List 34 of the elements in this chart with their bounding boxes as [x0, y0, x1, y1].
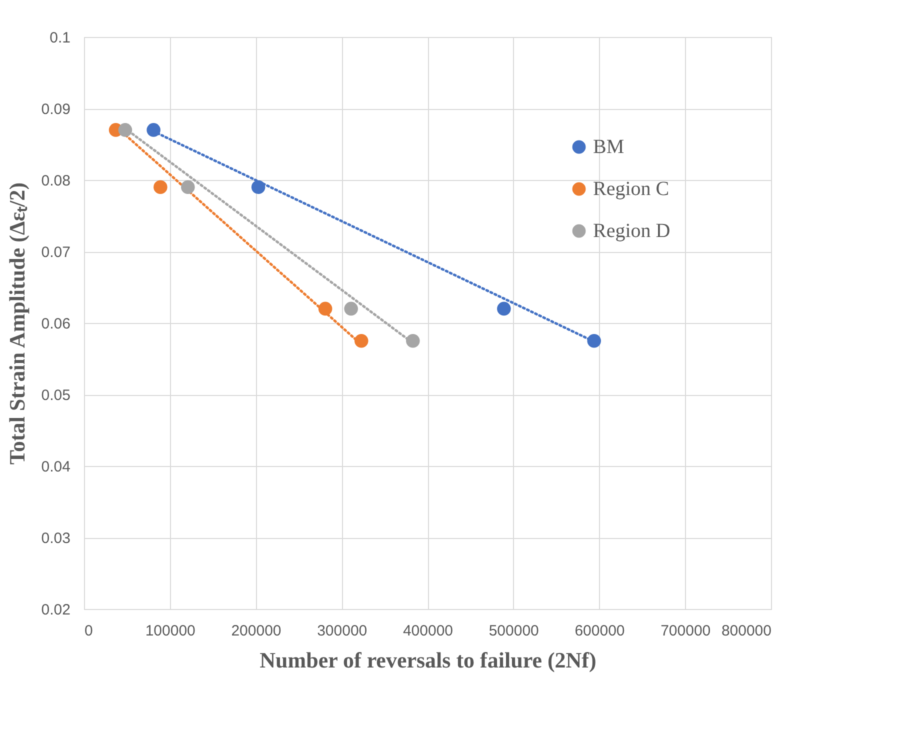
x-tick-label: 800000	[721, 622, 772, 640]
y-tick-label: 0.08	[41, 172, 70, 190]
point	[406, 334, 420, 348]
point	[146, 123, 160, 137]
legend-label: Region D	[593, 220, 670, 242]
y-tick-label: 0.07	[41, 244, 70, 261]
x-tick-label: 0	[84, 622, 93, 640]
point	[497, 302, 511, 316]
point	[344, 302, 358, 316]
x-axis-title: Number of reversals to failure (2Nf)	[260, 648, 596, 672]
legend-label: Region C	[593, 178, 670, 200]
y-tick-label: 0.03	[41, 530, 70, 547]
point	[354, 334, 368, 348]
point	[181, 180, 195, 194]
x-tick-label: 300000	[317, 622, 368, 640]
point	[118, 123, 132, 137]
y-tick-label: 0.05	[41, 387, 70, 404]
point	[251, 180, 266, 194]
x-tick-label: 600000	[574, 622, 625, 640]
x-tick-label: 700000	[660, 622, 711, 640]
x-tick-label: 500000	[488, 622, 539, 640]
y-tick-label: 0.1	[50, 30, 70, 46]
y-axis-title: Total Strain Amplitude (Δεₜ/2)	[4, 182, 30, 465]
x-tick-label: 200000	[231, 622, 282, 640]
point	[587, 334, 601, 348]
y-tick-label: 0.09	[41, 101, 70, 118]
x-tick-label: 100000	[145, 622, 196, 640]
y-tick-label: 0.02	[41, 602, 70, 618]
x-tick-label: 400000	[402, 622, 454, 640]
y-tick-label: 0.04	[41, 458, 70, 476]
point	[154, 180, 168, 194]
y-tick-label: 0.06	[41, 316, 70, 332]
point	[318, 302, 332, 316]
legend-label: BM	[593, 136, 624, 158]
